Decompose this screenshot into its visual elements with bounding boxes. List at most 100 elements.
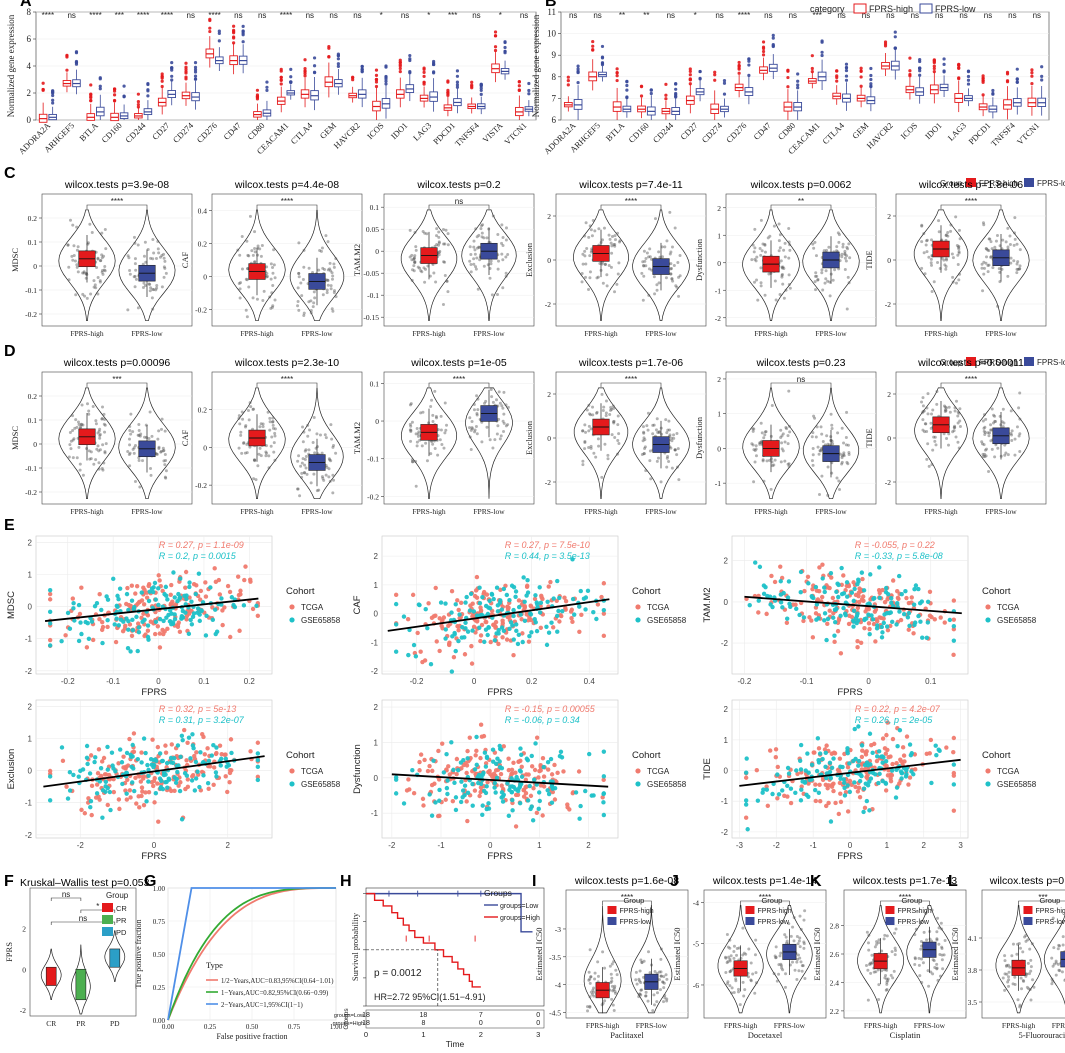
x-tick-label: FPRS-high <box>754 329 788 338</box>
scatter-point-tcga <box>823 782 828 787</box>
jitter-point <box>1013 437 1017 441</box>
outlier-point <box>576 67 580 71</box>
jitter-point <box>587 235 591 239</box>
jitter-point <box>137 429 141 433</box>
jitter-point <box>473 252 477 256</box>
scatter-point-gse <box>831 615 836 620</box>
jitter-point <box>248 445 252 449</box>
cohort-legend-label-tcga: TCGA <box>301 767 324 776</box>
scatter-point-gse <box>529 630 534 635</box>
outlier-point <box>820 50 824 54</box>
y-tick-label: -0.1 <box>367 455 379 464</box>
jitter-point <box>925 406 929 410</box>
scatter-point-gse <box>847 761 852 766</box>
jitter-point <box>986 270 990 274</box>
scatter-point-tcga <box>513 770 518 775</box>
scatter-point-gse <box>883 780 888 786</box>
scatter-point-tcga <box>845 765 851 770</box>
outlier-point <box>688 73 692 77</box>
jitter-point <box>332 291 336 295</box>
scatter-point-gse <box>471 609 477 614</box>
outlier-point <box>771 36 775 40</box>
jitter-point <box>590 234 594 238</box>
scatter-point-gse <box>480 803 485 808</box>
jitter-point <box>416 434 420 438</box>
outlier-point <box>422 74 426 78</box>
jitter-point <box>585 408 589 412</box>
jitter-point <box>133 262 137 266</box>
jitter-point <box>646 428 650 432</box>
jitter-point <box>472 239 476 243</box>
scatter-point-tcga <box>139 750 144 755</box>
jitter-point <box>617 442 621 446</box>
jitter-point <box>920 266 924 270</box>
scatter-point-tcga <box>77 611 83 617</box>
jitter-point <box>142 281 146 285</box>
jitter-point <box>238 287 242 291</box>
jitter-point <box>302 314 306 318</box>
jitter-point <box>300 294 304 298</box>
panel-letter-E: E <box>4 517 15 534</box>
jitter-point <box>643 445 647 449</box>
jitter-point <box>953 409 957 413</box>
y-tick-label: 2 <box>547 390 551 399</box>
jitter-point <box>244 308 248 312</box>
jitter-point <box>480 224 484 228</box>
jitter-point <box>613 290 617 294</box>
scatter-point-gse <box>444 785 450 791</box>
significance-bracket <box>770 382 832 387</box>
outlier-point <box>893 46 897 50</box>
outlier-point <box>136 92 140 96</box>
jitter-point <box>1018 432 1022 436</box>
outlier-point <box>615 71 619 75</box>
outlier-point <box>517 88 521 93</box>
outlier-point <box>112 99 117 103</box>
jitter-point <box>152 288 156 292</box>
jitter-point <box>264 450 268 454</box>
scatter-point-gse <box>500 799 506 804</box>
jitter-point <box>766 236 770 240</box>
scatter-point-gse <box>871 596 876 602</box>
violin-title: wilcox.tests p=0.0062 <box>750 179 852 191</box>
jitter-point <box>297 241 301 245</box>
jitter-point <box>1018 449 1022 453</box>
scatter-point-tcga <box>860 576 865 582</box>
jitter-point <box>1003 453 1007 457</box>
y-tick-label: -0.2 <box>25 488 37 497</box>
jitter-point <box>925 429 929 433</box>
y-tick-label: 0 <box>887 434 891 443</box>
scatter-point-tcga <box>951 652 956 658</box>
scatter-point-tcga <box>511 652 516 658</box>
jitter-point <box>271 426 275 430</box>
jitter-point <box>647 255 651 259</box>
outlier-point <box>796 72 800 76</box>
scatter-point-gse <box>856 763 861 768</box>
scatter-point-gse <box>578 803 583 809</box>
scatter-point-tcga <box>764 611 769 617</box>
jitter-point <box>847 450 851 454</box>
scatter-point-gse <box>495 609 501 614</box>
scatter-point-tcga <box>911 631 916 636</box>
scatter-point-tcga <box>126 602 132 608</box>
jitter-point <box>958 237 962 241</box>
outlier-point <box>479 88 483 93</box>
scatter-point-gse <box>428 662 434 667</box>
jitter-point <box>441 227 445 231</box>
x-tick-label-CD244: CD244 <box>651 120 676 145</box>
outlier-point <box>722 92 727 96</box>
scatter-point-gse <box>805 751 810 756</box>
x-tick-label: FPRS-high <box>584 507 618 516</box>
scatter-point-tcga <box>467 735 472 740</box>
scatter-point-gse <box>130 742 135 748</box>
jitter-point <box>146 247 150 251</box>
jitter-point <box>162 252 166 256</box>
jitter-point <box>753 460 757 464</box>
scatter-point-tcga <box>548 579 553 585</box>
jitter-point <box>583 234 587 238</box>
outlier-point <box>981 74 985 78</box>
scatter-point-gse <box>453 602 458 607</box>
outlier-point <box>89 99 93 103</box>
scatter-point-tcga <box>862 625 867 631</box>
jitter-point <box>434 280 438 284</box>
jitter-point <box>1010 429 1014 433</box>
